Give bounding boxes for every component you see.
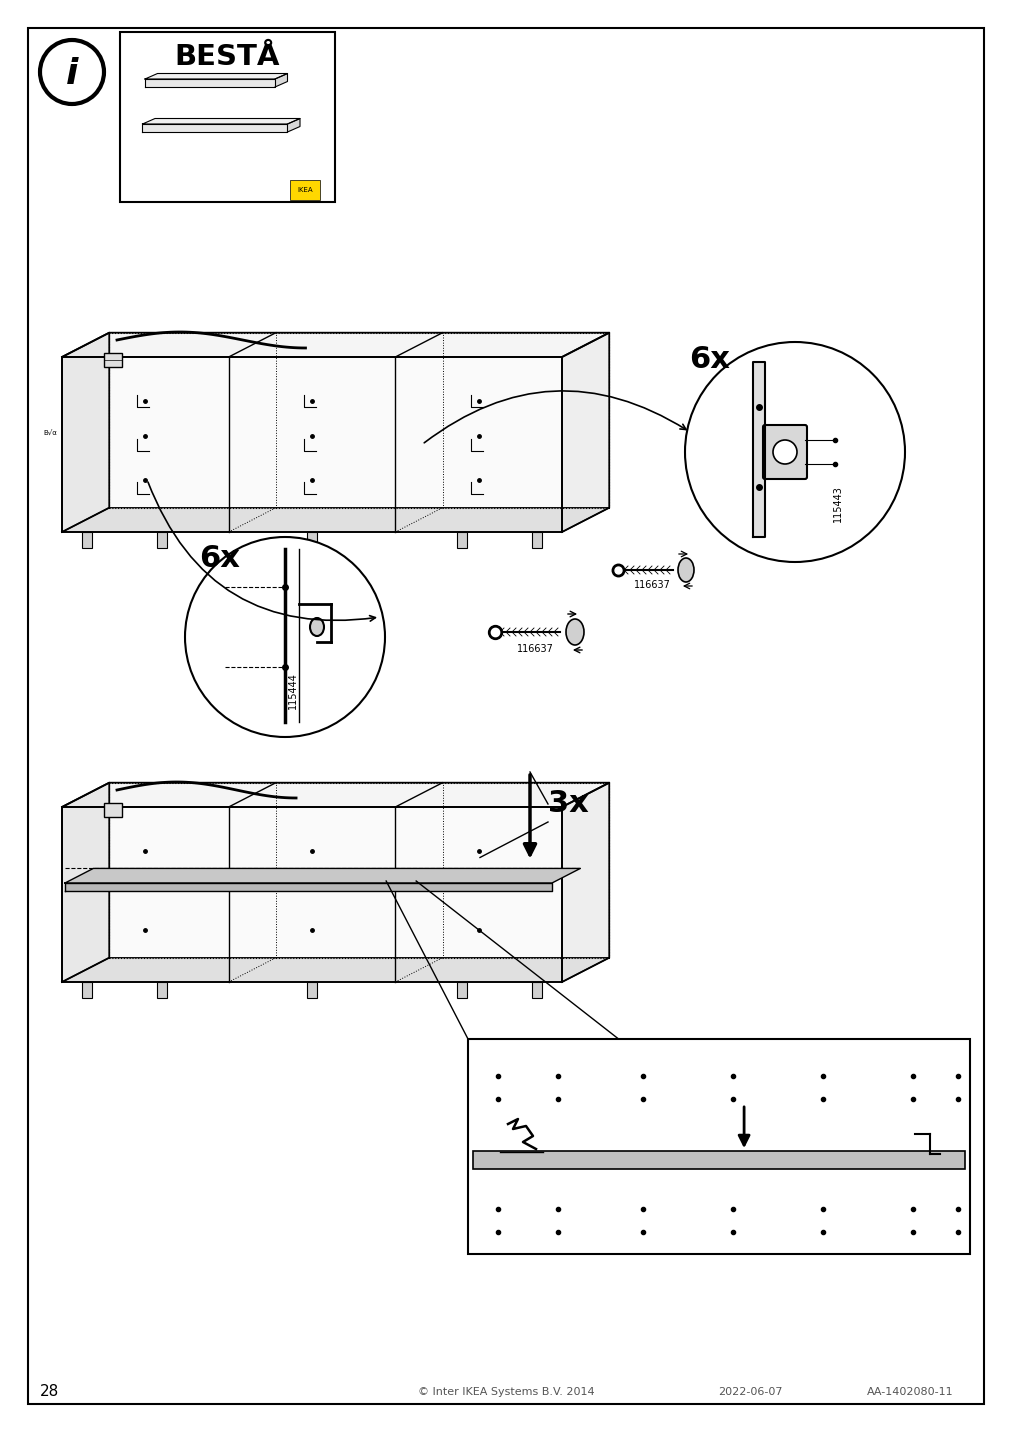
Polygon shape [62,783,109,982]
Polygon shape [65,868,579,884]
Bar [467,1040,969,1254]
Polygon shape [145,79,275,87]
Circle shape [185,537,384,737]
Polygon shape [561,332,609,533]
Bar [457,533,466,548]
Text: 115443: 115443 [832,485,842,523]
FancyBboxPatch shape [762,425,806,478]
Polygon shape [109,332,609,508]
Text: 116637: 116637 [633,580,669,590]
Text: 6x: 6x [688,345,730,374]
Polygon shape [109,783,609,958]
Circle shape [40,40,104,105]
Text: 2022-06-07: 2022-06-07 [717,1388,782,1398]
Polygon shape [143,125,287,132]
Text: 116637: 116637 [516,644,553,654]
Text: IKEA: IKEA [297,188,312,193]
Bar [82,533,92,548]
Polygon shape [62,332,609,357]
Polygon shape [62,357,561,533]
Polygon shape [62,783,609,808]
Ellipse shape [309,619,324,636]
Polygon shape [65,884,551,891]
Polygon shape [561,783,609,982]
Bar [532,533,542,548]
Polygon shape [62,958,609,982]
Polygon shape [62,808,561,982]
Polygon shape [62,508,609,533]
Text: 3x: 3x [548,789,588,819]
Circle shape [684,342,904,561]
Polygon shape [287,119,299,132]
Bar [82,982,92,998]
Circle shape [772,440,797,464]
Text: B√α: B√α [43,431,57,437]
Polygon shape [143,119,299,125]
Text: 115444: 115444 [288,672,297,709]
Text: © Inter IKEA Systems B.V. 2014: © Inter IKEA Systems B.V. 2014 [418,1388,593,1398]
Bar [157,982,167,998]
Polygon shape [62,332,109,533]
Bar [120,32,335,202]
Bar [472,1151,964,1169]
Ellipse shape [677,558,694,581]
Bar [306,533,316,548]
Polygon shape [275,73,287,87]
Text: i: i [66,57,78,92]
Polygon shape [752,362,764,537]
Text: BESTÅ: BESTÅ [175,43,280,72]
Text: AA-1402080-11: AA-1402080-11 [865,1388,952,1398]
Text: 28: 28 [40,1385,60,1399]
Bar [532,982,542,998]
Bar [457,982,466,998]
Text: 6x: 6x [199,544,241,573]
Bar [157,533,167,548]
Bar [104,354,122,367]
Bar [306,982,316,998]
Bar [104,803,122,818]
Ellipse shape [565,619,583,644]
Polygon shape [145,73,287,79]
